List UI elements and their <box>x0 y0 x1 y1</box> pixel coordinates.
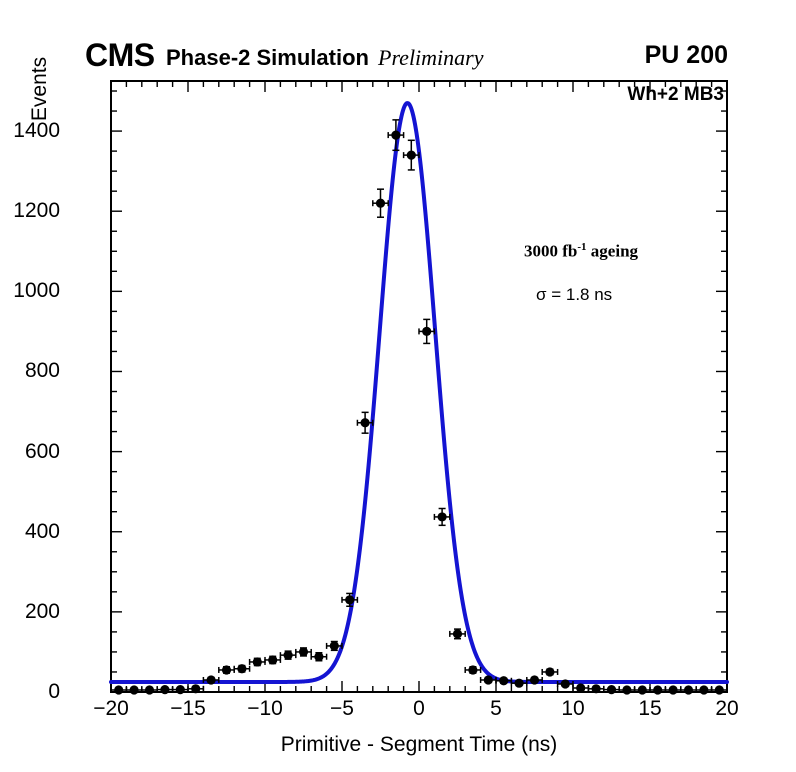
y-tick-label: 1400 <box>13 119 60 143</box>
preliminary-label: Preliminary <box>378 45 484 70</box>
sigma-label: σ = 1.8 ns <box>536 285 613 304</box>
ageing-label: 3000 fb-1 ageing <box>524 241 638 262</box>
x-tick-label: 20 <box>715 697 739 720</box>
simulation-label: Phase-2 Simulation <box>166 45 369 70</box>
y-tick-label: 1000 <box>13 279 60 303</box>
x-axis-title: Primitive - Segment Time (ns) <box>280 733 558 756</box>
cms-logo-text: CMS <box>85 37 155 73</box>
x-tick-label: 15 <box>638 697 662 720</box>
y-tick-label: 600 <box>24 439 60 463</box>
y-tick-label: 800 <box>24 359 60 383</box>
x-tick-label: −15 <box>170 697 206 720</box>
x-tick-label: 0 <box>413 697 425 720</box>
y-tick-label: 1200 <box>13 199 60 223</box>
y-tick-label: 200 <box>24 599 60 623</box>
plot-frame <box>110 80 728 693</box>
pileup-label: PU 200 <box>644 41 728 69</box>
ageing-exponent: -1 <box>577 241 587 253</box>
x-tick-label: −20 <box>93 697 129 720</box>
x-tick-label: −10 <box>247 697 283 720</box>
chart-header: CMS Phase-2 Simulation Preliminary PU 20… <box>0 38 796 72</box>
ageing-word: ageing <box>586 241 639 261</box>
x-tick-label: 5 <box>490 697 502 720</box>
y-tick-label: 0 <box>48 680 60 703</box>
x-tick-label: 10 <box>561 697 585 720</box>
chamber-label: Wh+2 MB3 <box>627 84 724 105</box>
x-tick-label: −5 <box>330 697 354 720</box>
ageing-value: 3000 fb <box>524 241 578 261</box>
y-tick-label: 400 <box>24 519 60 543</box>
